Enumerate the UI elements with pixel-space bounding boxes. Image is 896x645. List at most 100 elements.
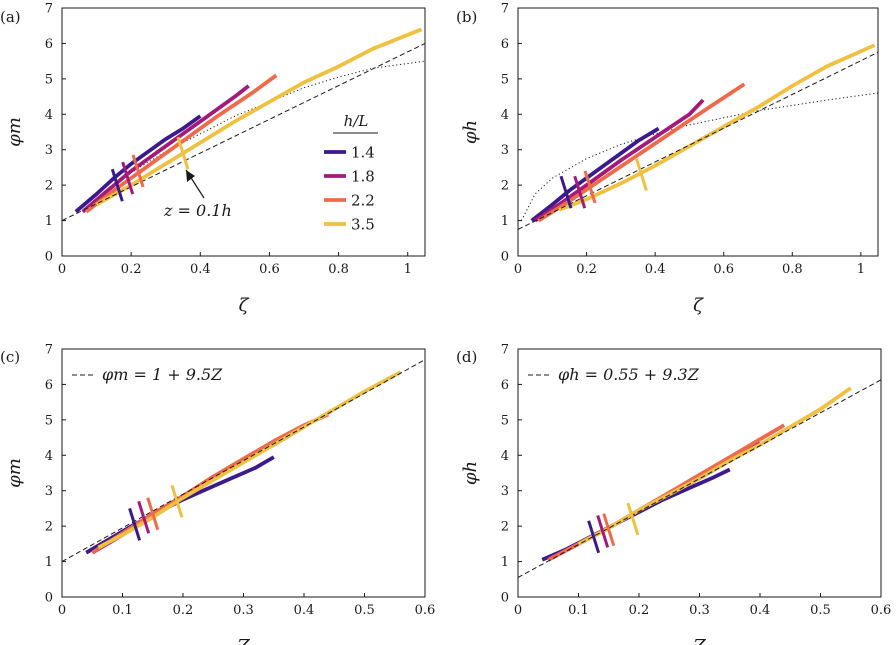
y-tick-label: 4 <box>45 108 53 123</box>
y-axis-label: φh <box>460 120 481 144</box>
y-axis-label: φm <box>4 458 25 488</box>
panel-label: (d) <box>456 348 477 366</box>
y-tick-label: 0 <box>45 591 53 606</box>
x-tick-label: 1 <box>857 262 865 277</box>
y-tick-label: 5 <box>501 72 509 87</box>
reference-dotted-curve <box>103 60 426 195</box>
x-tick-label: 0.3 <box>689 603 710 618</box>
y-tick-label: 3 <box>501 143 509 158</box>
x-tick-label: 0.3 <box>233 603 254 618</box>
y-tick-label: 7 <box>501 2 509 17</box>
y-tick-label: 4 <box>45 449 53 464</box>
x-tick-label: 0.6 <box>415 603 436 618</box>
marker-z01h-2 <box>137 500 151 534</box>
series-line-4 <box>97 370 402 550</box>
panel-label: (a) <box>0 8 21 26</box>
fit-label: φm = 1 + 9.5Z <box>102 365 223 384</box>
y-tick-label: 6 <box>501 378 509 393</box>
y-tick-label: 1 <box>501 555 509 570</box>
plot-area <box>517 7 879 257</box>
legend-entry-3: 2.2 <box>351 192 375 210</box>
reference-dashed-line <box>61 42 426 222</box>
x-tick-label: 0.2 <box>629 603 650 618</box>
panel-label: (b) <box>456 8 477 26</box>
marker-z01h-2 <box>573 175 587 209</box>
legend-entry-2: 1.8 <box>351 168 375 186</box>
y-tick-label: 0 <box>501 250 509 265</box>
marker-z01h-1 <box>110 168 124 202</box>
y-tick-label: 7 <box>45 343 53 358</box>
series-line-4 <box>558 43 876 212</box>
panel-c: (c) Z φm φm = 1 + 9.5Z 0 0.1 0.2 0.3 0.4 0.5 0… <box>0 343 435 645</box>
y-tick-label: 1 <box>45 555 53 570</box>
x-tick-label: 0.2 <box>576 262 597 277</box>
marker-z01h-3 <box>131 154 145 188</box>
x-tick-label: 0.6 <box>259 262 280 277</box>
reference-dotted-curve <box>520 92 879 221</box>
y-tick-label: 1 <box>501 214 509 229</box>
plot-area <box>61 7 426 257</box>
x-tick-label: 0.5 <box>810 603 831 618</box>
series-line-3 <box>91 412 329 555</box>
series-line-4 <box>95 27 423 207</box>
x-tick-label: 0.2 <box>173 603 194 618</box>
x-tick-label: 0 <box>58 262 66 277</box>
y-tick-label: 6 <box>501 37 509 52</box>
marker-z01h-4 <box>626 502 640 536</box>
x-tick-label: 0.8 <box>328 262 349 277</box>
marker-z01h-4 <box>170 484 184 518</box>
marker-z01h-4 <box>176 136 190 170</box>
x-axis-label: Z <box>692 636 706 645</box>
marker-z01h-1 <box>559 175 573 209</box>
panel-label: (c) <box>0 348 20 366</box>
annotation-arrow-head <box>186 170 195 182</box>
y-tick-label: 0 <box>501 591 509 606</box>
x-tick-label: 0.6 <box>871 603 892 618</box>
y-tick-label: 5 <box>45 72 53 87</box>
y-tick-label: 2 <box>45 520 53 535</box>
marker-z01h-3 <box>583 170 597 204</box>
reference-dashed-line <box>61 359 426 563</box>
legend-entry-4: 3.5 <box>351 216 375 234</box>
y-tick-label: 6 <box>45 37 53 52</box>
x-tick-label: 1 <box>404 262 412 277</box>
series-line-2 <box>534 98 705 223</box>
y-tick-label: 1 <box>45 214 53 229</box>
series-line-1 <box>74 114 202 214</box>
y-tick-label: 4 <box>501 449 509 464</box>
y-tick-label: 0 <box>45 250 53 265</box>
reference-dashed-line <box>517 379 882 578</box>
y-tick-label: 2 <box>45 179 53 194</box>
x-tick-label: 0.2 <box>121 262 142 277</box>
series-line-3 <box>85 73 278 214</box>
marker-z01h-2 <box>121 161 135 195</box>
marker-z01h-1 <box>587 520 601 554</box>
x-tick-label: 0.5 <box>354 603 375 618</box>
y-tick-label: 6 <box>45 378 53 393</box>
y-tick-label: 5 <box>45 413 53 428</box>
series-line-4 <box>577 386 852 546</box>
y-tick-label: 3 <box>45 143 53 158</box>
marker-z01h-3 <box>146 497 160 531</box>
reference-dashed-line <box>517 51 879 230</box>
y-tick-label: 7 <box>501 343 509 358</box>
fit-label: φh = 0.55 + 9.3Z <box>558 365 700 384</box>
legend-title: h/L <box>344 112 369 130</box>
panel-d: (d) Z φh φh = 0.55 + 9.3Z 0 0.1 0.2 0.3 0.4 0… <box>456 343 891 645</box>
annotation-label: z = 0.1h <box>163 201 232 220</box>
x-tick-label: 0.4 <box>294 603 315 618</box>
y-tick-label: 3 <box>501 484 509 499</box>
marker-z01h-1 <box>128 507 142 541</box>
x-tick-label: 0.6 <box>713 262 734 277</box>
y-axis-label: φh <box>460 461 481 485</box>
y-tick-label: 2 <box>501 520 509 535</box>
y-tick-label: 3 <box>45 484 53 499</box>
y-tick-label: 7 <box>45 2 53 17</box>
series-line-2 <box>81 84 250 214</box>
legend-entry-1: 1.4 <box>351 144 375 162</box>
x-tick-label: 0.8 <box>782 262 803 277</box>
series-line-1 <box>530 126 660 223</box>
marker-z01h-3 <box>602 513 616 547</box>
